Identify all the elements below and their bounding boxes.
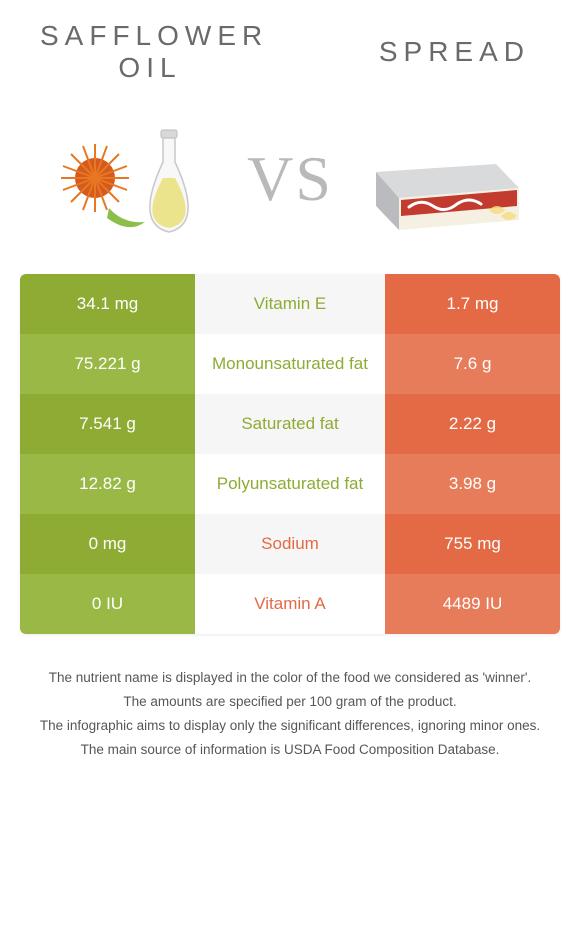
cell-right-value: 4489 IU [385, 574, 560, 634]
cell-nutrient-label: Monounsaturated fat [195, 334, 385, 394]
table-row: 34.1 mgVitamin E1.7 mg [20, 274, 560, 334]
vs-label: VS [247, 142, 333, 216]
table-row: 0 IUVitamin A4489 IU [20, 574, 560, 634]
cell-nutrient-label: Sodium [195, 514, 385, 574]
cell-nutrient-label: Vitamin A [195, 574, 385, 634]
cell-right-value: 3.98 g [385, 454, 560, 514]
cell-left-value: 7.541 g [20, 394, 195, 454]
footnote-line: The main source of information is USDA F… [30, 740, 550, 761]
cell-left-value: 0 IU [20, 574, 195, 634]
footnote-line: The amounts are specified per 100 gram o… [30, 692, 550, 713]
title-right: SPREAD [320, 36, 540, 68]
footnotes: The nutrient name is displayed in the co… [0, 634, 580, 761]
cell-right-value: 2.22 g [385, 394, 560, 454]
cell-nutrient-label: Polyunsaturated fat [195, 454, 385, 514]
footnote-line: The infographic aims to display only the… [30, 716, 550, 737]
cell-right-value: 1.7 mg [385, 274, 560, 334]
title-left-line2: OIL [118, 52, 181, 83]
table-row: 75.221 gMonounsaturated fat7.6 g [20, 334, 560, 394]
cell-left-value: 75.221 g [20, 334, 195, 394]
table-row: 12.82 gPolyunsaturated fat3.98 g [20, 454, 560, 514]
cell-right-value: 7.6 g [385, 334, 560, 394]
title-left: SAFFLOWER OIL [40, 20, 260, 84]
hero-row: VS [0, 94, 580, 274]
left-product-image [49, 114, 229, 244]
cell-right-value: 755 mg [385, 514, 560, 574]
comparison-table: 34.1 mgVitamin E1.7 mg75.221 gMonounsatu… [20, 274, 560, 634]
title-left-line1: SAFFLOWER [40, 20, 268, 51]
cell-nutrient-label: Saturated fat [195, 394, 385, 454]
cell-nutrient-label: Vitamin E [195, 274, 385, 334]
footnote-line: The nutrient name is displayed in the co… [30, 668, 550, 689]
right-product-image [351, 114, 531, 244]
cell-left-value: 12.82 g [20, 454, 195, 514]
cell-left-value: 0 mg [20, 514, 195, 574]
table-row: 0 mgSodium755 mg [20, 514, 560, 574]
header: SAFFLOWER OIL SPREAD [0, 0, 580, 94]
table-row: 7.541 gSaturated fat2.22 g [20, 394, 560, 454]
cell-left-value: 34.1 mg [20, 274, 195, 334]
